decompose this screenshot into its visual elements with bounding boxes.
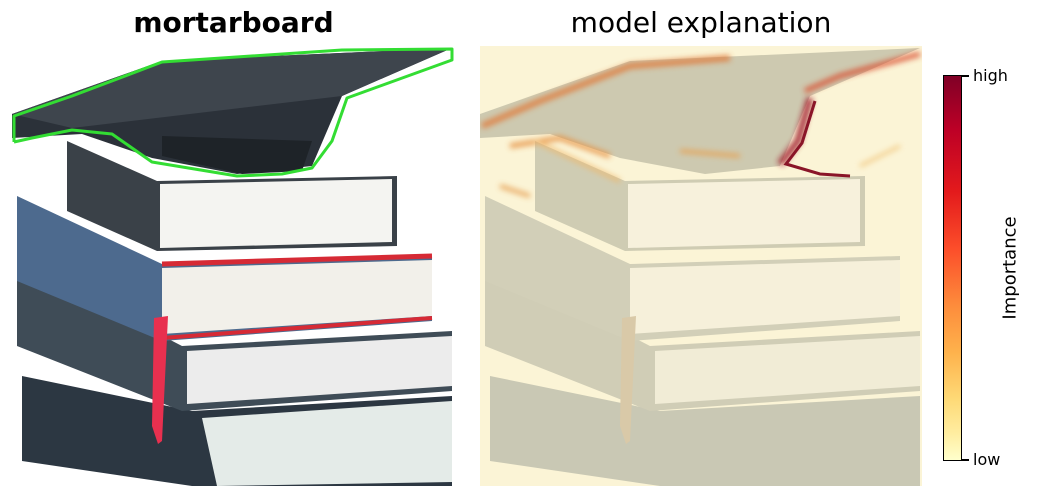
- colorbar-low-label: low: [973, 450, 1001, 469]
- input-image: [12, 46, 455, 486]
- explanation-heatmap: [480, 46, 922, 486]
- image-title: mortarboard: [133, 6, 334, 39]
- colorbar-tick-high: [962, 75, 969, 77]
- explanation-title: model explanation: [570, 6, 832, 39]
- colorbar-gradient: [943, 75, 962, 461]
- importance-colorbar: high low: [940, 66, 1050, 469]
- colorbar-tick-low: [962, 459, 969, 461]
- colorbar-axis-label: Importance: [999, 216, 1021, 320]
- colorbar-high-label: high: [973, 66, 1008, 85]
